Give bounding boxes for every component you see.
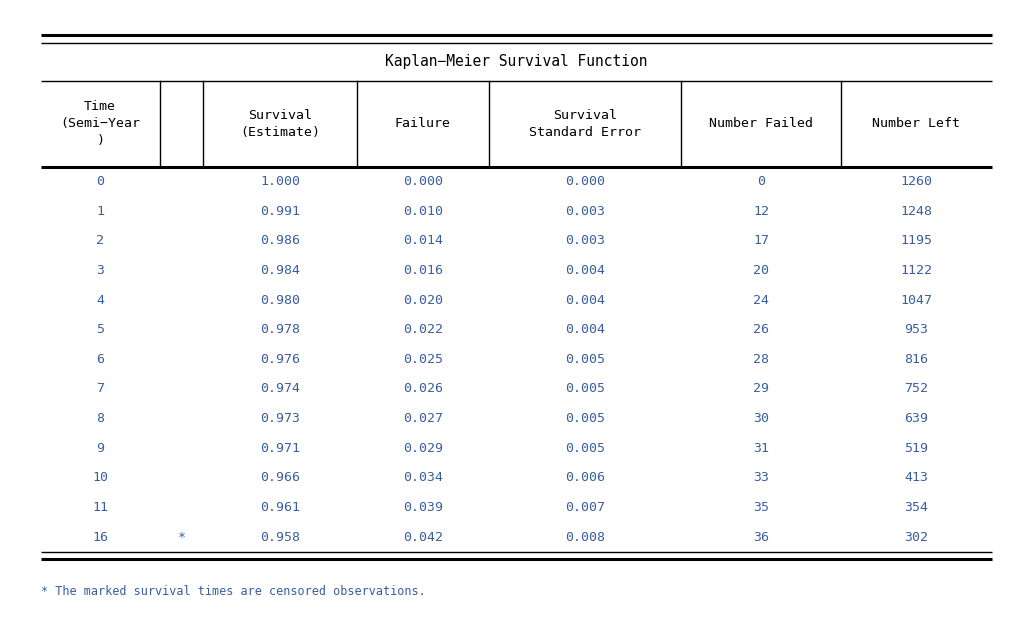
Text: 354: 354	[904, 501, 929, 514]
Text: Number Left: Number Left	[873, 117, 960, 131]
Text: 519: 519	[904, 441, 929, 455]
Text: 1: 1	[97, 205, 104, 218]
Text: 1122: 1122	[900, 264, 933, 277]
Text: 20: 20	[754, 264, 769, 277]
Text: Kaplan−Meier Survival Function: Kaplan−Meier Survival Function	[384, 54, 648, 69]
Text: 0.008: 0.008	[565, 531, 605, 543]
Text: 0.005: 0.005	[565, 382, 605, 396]
Text: 0.966: 0.966	[260, 471, 300, 484]
Text: 0.005: 0.005	[565, 353, 605, 366]
Text: 9: 9	[97, 441, 104, 455]
Text: 0: 0	[757, 175, 765, 188]
Text: 24: 24	[754, 294, 769, 306]
Text: 8: 8	[97, 412, 104, 425]
Text: 0.039: 0.039	[403, 501, 442, 514]
Text: 0.974: 0.974	[260, 382, 300, 396]
Text: 6: 6	[97, 353, 104, 366]
Text: 0.971: 0.971	[260, 441, 300, 455]
Text: 0.042: 0.042	[403, 531, 442, 543]
Text: 1.000: 1.000	[260, 175, 300, 188]
Text: 0.020: 0.020	[403, 294, 442, 306]
Text: 1248: 1248	[900, 205, 933, 218]
Text: 0.004: 0.004	[565, 294, 605, 306]
Text: 7: 7	[97, 382, 104, 396]
Text: 0.007: 0.007	[565, 501, 605, 514]
Text: 0.025: 0.025	[403, 353, 442, 366]
Text: 2: 2	[97, 234, 104, 247]
Text: 4: 4	[97, 294, 104, 306]
Text: 0.006: 0.006	[565, 471, 605, 484]
Text: 5: 5	[97, 323, 104, 336]
Text: 413: 413	[904, 471, 929, 484]
Text: * The marked survival times are censored observations.: * The marked survival times are censored…	[41, 585, 425, 598]
Text: 0.986: 0.986	[260, 234, 300, 247]
Text: 816: 816	[904, 353, 929, 366]
Text: 12: 12	[754, 205, 769, 218]
Text: 0.004: 0.004	[565, 323, 605, 336]
Text: 0.973: 0.973	[260, 412, 300, 425]
Text: 28: 28	[754, 353, 769, 366]
Text: 0.026: 0.026	[403, 382, 442, 396]
Text: 0.978: 0.978	[260, 323, 300, 336]
Text: 0.000: 0.000	[403, 175, 442, 188]
Text: 639: 639	[904, 412, 929, 425]
Text: 0.976: 0.976	[260, 353, 300, 366]
Text: 1195: 1195	[900, 234, 933, 247]
Text: 3: 3	[97, 264, 104, 277]
Text: 0.003: 0.003	[565, 205, 605, 218]
Text: 1047: 1047	[900, 294, 933, 306]
Text: 0.005: 0.005	[565, 441, 605, 455]
Text: 0.005: 0.005	[565, 412, 605, 425]
Text: 30: 30	[754, 412, 769, 425]
Text: 0.003: 0.003	[565, 234, 605, 247]
Text: 953: 953	[904, 323, 929, 336]
Text: 0.010: 0.010	[403, 205, 442, 218]
Text: 0: 0	[97, 175, 104, 188]
Text: 0.029: 0.029	[403, 441, 442, 455]
Text: 10: 10	[93, 471, 108, 484]
Text: 35: 35	[754, 501, 769, 514]
Text: 0.034: 0.034	[403, 471, 442, 484]
Text: Failure: Failure	[395, 117, 451, 131]
Text: 0.000: 0.000	[565, 175, 605, 188]
Text: 36: 36	[754, 531, 769, 543]
Text: Number Failed: Number Failed	[709, 117, 814, 131]
Text: 752: 752	[904, 382, 929, 396]
Text: 29: 29	[754, 382, 769, 396]
Text: 0.984: 0.984	[260, 264, 300, 277]
Text: 0.022: 0.022	[403, 323, 442, 336]
Text: 33: 33	[754, 471, 769, 484]
Text: Survival
(Estimate): Survival (Estimate)	[240, 109, 320, 139]
Text: 0.016: 0.016	[403, 264, 442, 277]
Text: 0.014: 0.014	[403, 234, 442, 247]
Text: *: *	[178, 531, 185, 543]
Text: 0.991: 0.991	[260, 205, 300, 218]
Text: 16: 16	[93, 531, 108, 543]
Text: 0.004: 0.004	[565, 264, 605, 277]
Text: 31: 31	[754, 441, 769, 455]
Text: Survival
Standard Error: Survival Standard Error	[529, 109, 641, 139]
Text: 11: 11	[93, 501, 108, 514]
Text: 302: 302	[904, 531, 929, 543]
Text: 0.958: 0.958	[260, 531, 300, 543]
Text: 17: 17	[754, 234, 769, 247]
Text: 1260: 1260	[900, 175, 933, 188]
Text: 0.980: 0.980	[260, 294, 300, 306]
Text: 26: 26	[754, 323, 769, 336]
Text: 0.027: 0.027	[403, 412, 442, 425]
Text: Time
(Semi−Year
): Time (Semi−Year )	[60, 101, 140, 147]
Text: 0.961: 0.961	[260, 501, 300, 514]
